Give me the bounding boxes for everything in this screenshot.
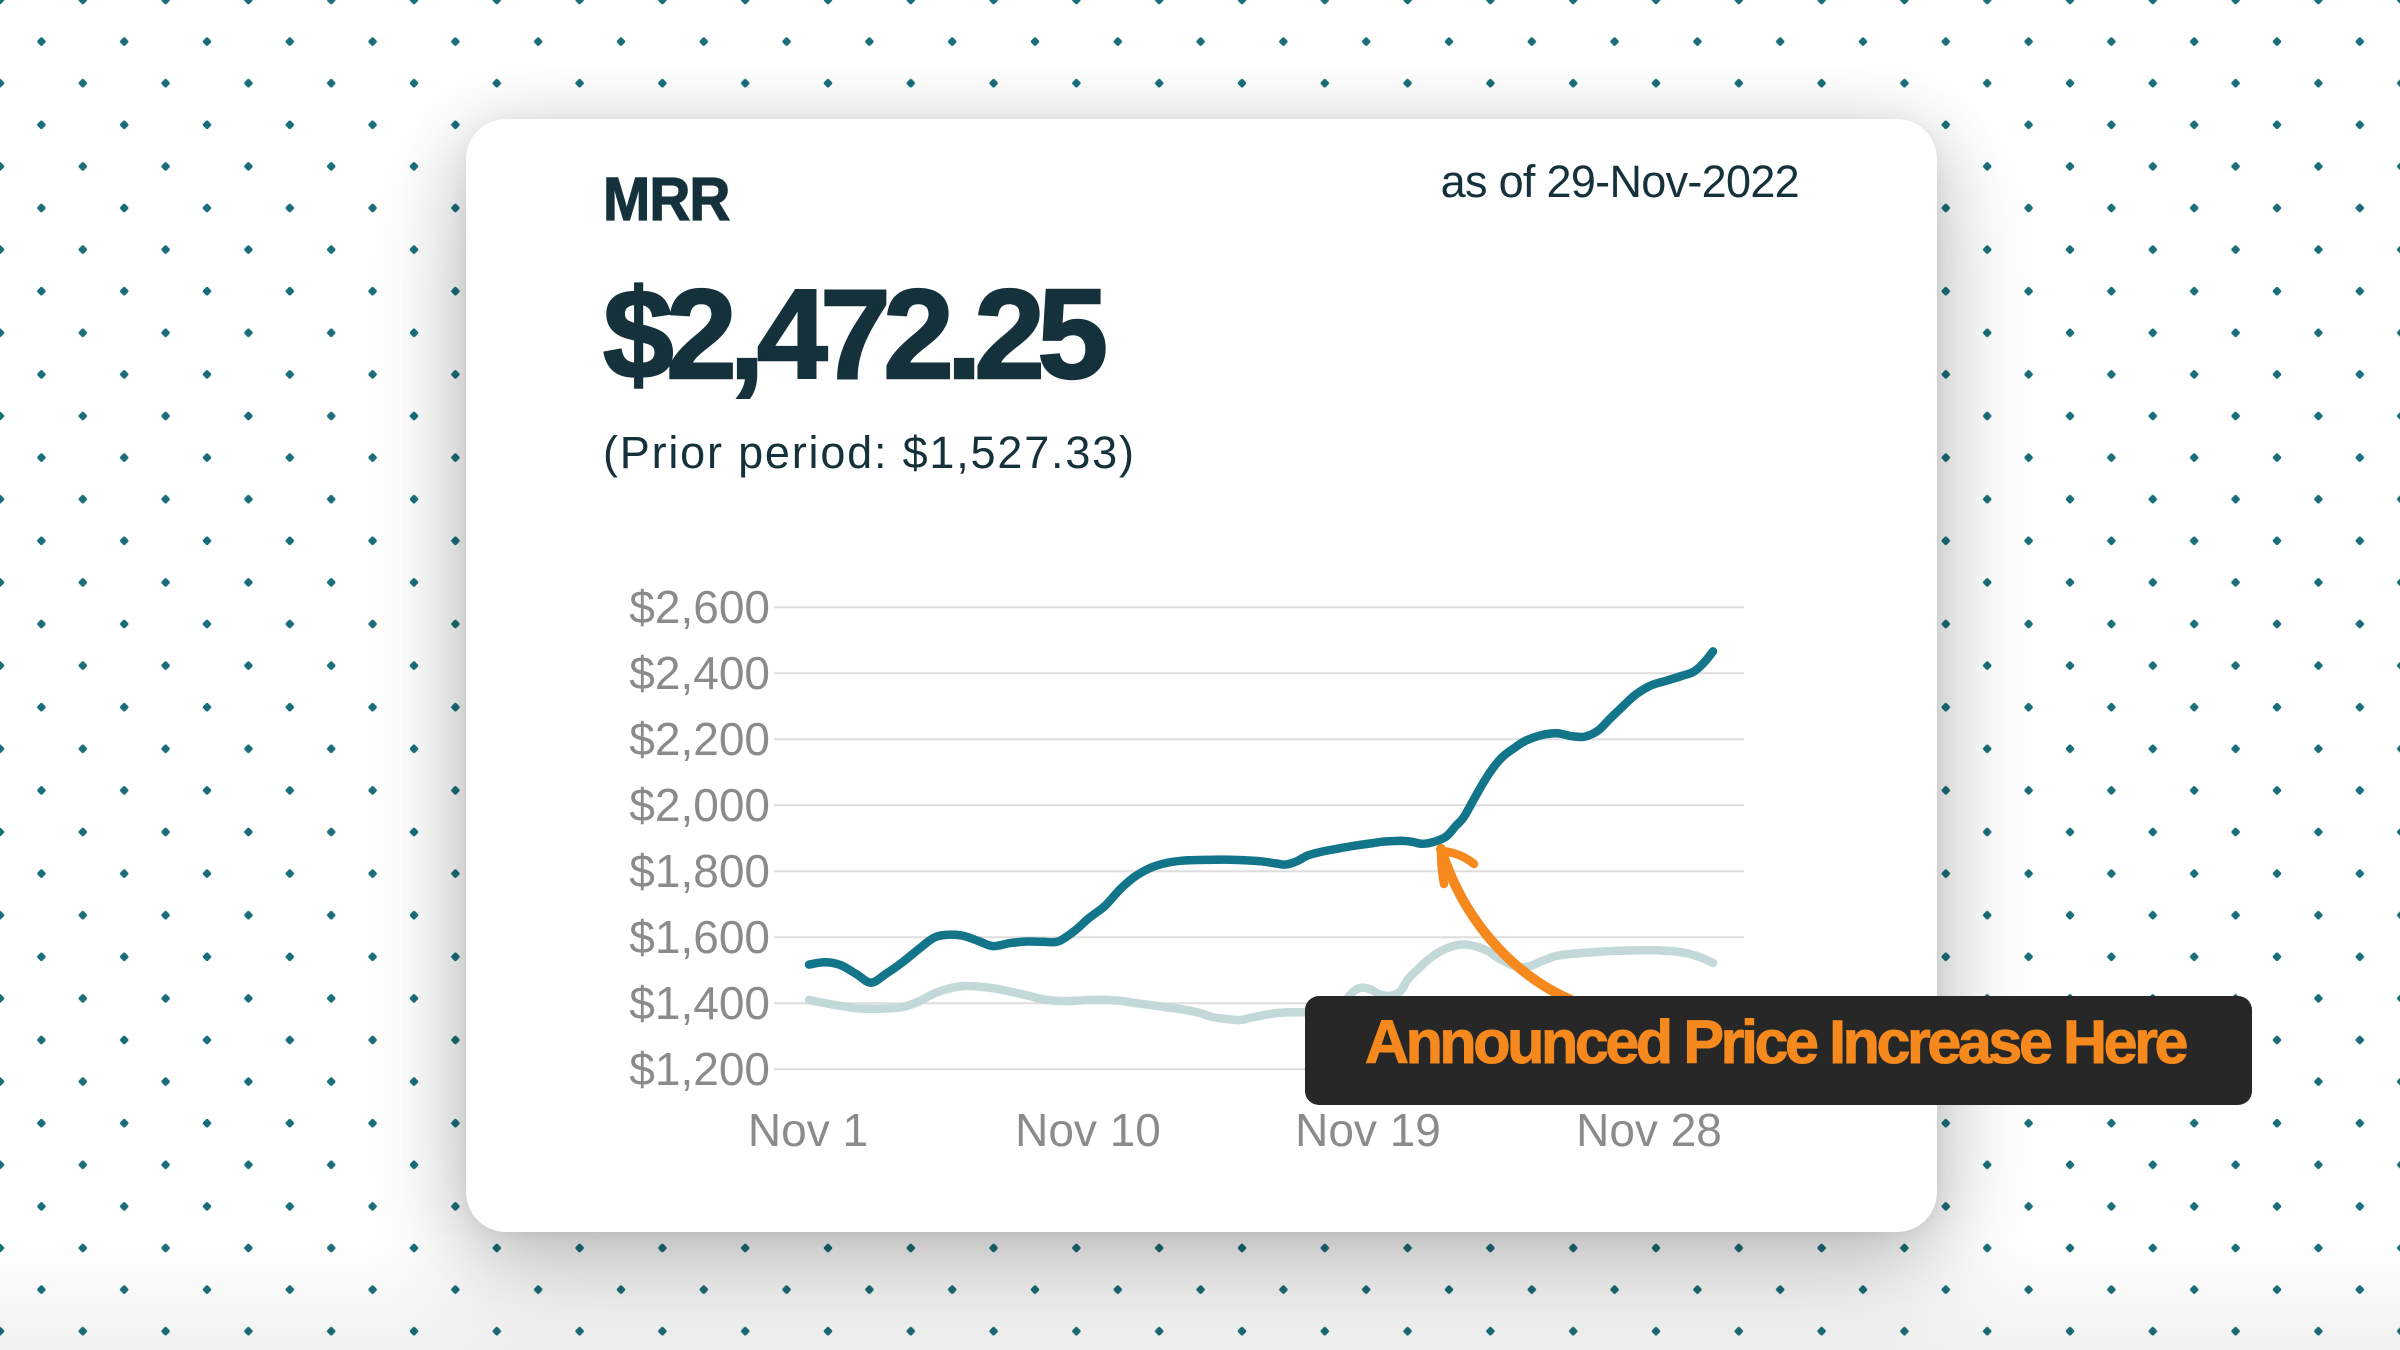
svg-text:Nov 1: Nov 1	[748, 1104, 868, 1156]
svg-text:Nov 19: Nov 19	[1295, 1104, 1441, 1156]
svg-text:$1,200: $1,200	[629, 1043, 770, 1095]
svg-text:Nov 28: Nov 28	[1576, 1104, 1722, 1156]
svg-text:Announced Price Increase Here: Announced Price Increase Here	[1365, 1008, 2187, 1076]
svg-text:$1,800: $1,800	[629, 845, 770, 897]
svg-text:$1,400: $1,400	[629, 977, 770, 1029]
svg-text:$2,200: $2,200	[629, 713, 770, 765]
svg-text:$2,600: $2,600	[629, 581, 770, 633]
svg-text:$2,000: $2,000	[629, 779, 770, 831]
svg-text:$2,400: $2,400	[629, 647, 770, 699]
svg-text:Nov 10: Nov 10	[1015, 1104, 1161, 1156]
svg-text:$1,600: $1,600	[629, 911, 770, 963]
